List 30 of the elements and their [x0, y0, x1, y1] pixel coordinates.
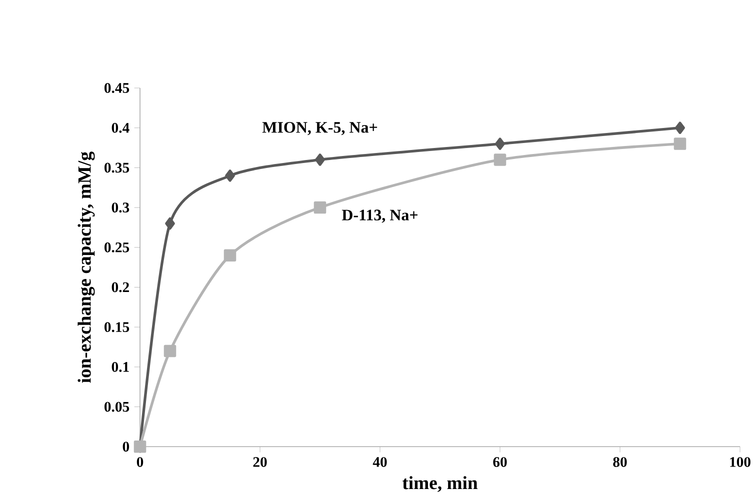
- x-tick-label: 80: [613, 456, 627, 467]
- point: [164, 344, 176, 357]
- x-tick-label: 40: [372, 456, 387, 467]
- x-tick-label: 60: [493, 456, 507, 467]
- point: [674, 137, 686, 150]
- point: [495, 137, 505, 150]
- x-tick-label: 20: [253, 456, 267, 467]
- x-axis-title: time, min: [402, 476, 478, 492]
- x-tick-label: 100: [730, 456, 750, 467]
- y-tick-label: 0.45: [104, 82, 130, 93]
- series-label: MION, K-5, Na+: [262, 122, 378, 135]
- point: [224, 249, 236, 262]
- point: [314, 201, 326, 214]
- point: [165, 217, 175, 230]
- x-tick-label: 0: [136, 456, 144, 467]
- y-tick-label: 0.05: [104, 402, 130, 412]
- y-axis-title: ion-exchange capacity, mM/g: [78, 151, 95, 383]
- point: [225, 169, 235, 182]
- y-tick-label: 0.35: [104, 162, 130, 172]
- y-tick-label: 0.2: [112, 282, 129, 292]
- point: [494, 153, 506, 166]
- series-label: D-113, Na+: [342, 210, 418, 223]
- y-tick-label: 0: [122, 442, 130, 452]
- y-tick-label: 0.25: [104, 242, 130, 252]
- point: [675, 122, 685, 134]
- y-tick-label: 0.1: [112, 362, 129, 372]
- point: [315, 153, 325, 166]
- y-tick-label: 0.3: [112, 202, 130, 212]
- y-tick-label: 0.15: [104, 322, 130, 332]
- y-tick-label: 0.4: [112, 122, 130, 133]
